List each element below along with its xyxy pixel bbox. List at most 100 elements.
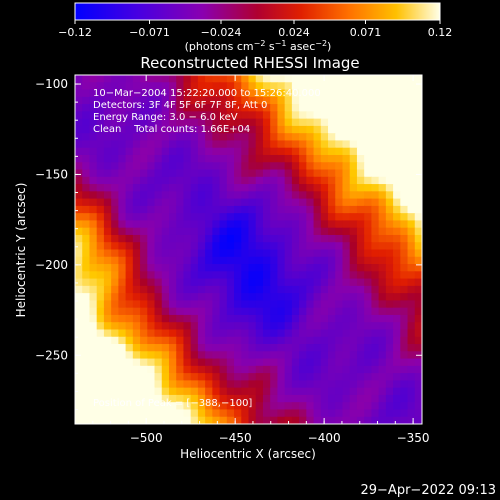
heatmap-cell	[234, 307, 242, 316]
heatmap-cell	[75, 75, 83, 83]
heatmap-cell	[168, 198, 177, 207]
heatmap-cell	[371, 300, 380, 309]
heatmap-cell	[89, 358, 98, 367]
heatmap-cell	[306, 205, 315, 214]
heatmap-cell	[161, 220, 170, 229]
heatmap-cell	[414, 213, 422, 222]
heatmap-cell	[226, 307, 235, 316]
clean-annotation: Clean Total counts: 1.66E+04	[93, 124, 250, 135]
heatmap-cell	[118, 351, 127, 360]
heatmap-cell	[118, 169, 127, 178]
heatmap-cell	[407, 242, 416, 251]
heatmap-cell	[378, 118, 387, 127]
heatmap-cell	[147, 227, 156, 236]
heatmap-cell	[161, 140, 170, 149]
heatmap-cell	[248, 380, 257, 389]
heatmap-cell	[393, 365, 401, 374]
heatmap-cell	[147, 111, 156, 120]
heatmap-cell	[320, 351, 329, 360]
heatmap-cell	[197, 365, 206, 374]
heatmap-cell	[176, 104, 185, 112]
heatmap-cell	[219, 154, 228, 163]
heatmap-cell	[89, 365, 98, 374]
heatmap-cell	[125, 336, 134, 345]
colorbar-unit-label: (photons cm−2 s−1 asec−2)	[185, 39, 332, 53]
heatmap-cell	[118, 191, 127, 200]
heatmap-cell	[219, 147, 228, 156]
heatmap-cell	[176, 300, 185, 309]
heatmap-cell	[190, 314, 199, 323]
heatmap-cell	[284, 111, 293, 120]
heatmap-cell	[234, 264, 242, 272]
heatmap-cell	[176, 220, 185, 229]
heatmap-cell	[205, 264, 213, 272]
heatmap-cell	[161, 314, 170, 323]
heatmap-cell	[154, 307, 163, 316]
heatmap-cell	[140, 162, 148, 171]
heatmap-cell	[118, 89, 127, 98]
heatmap-cell	[378, 394, 387, 403]
heatmap-cell	[262, 169, 271, 178]
heatmap-cell	[306, 176, 315, 185]
heatmap-cell	[197, 104, 206, 112]
heatmap-cell	[364, 82, 372, 91]
heatmap-cell	[183, 416, 192, 424]
heatmap-cell	[371, 154, 380, 163]
heatmap-cell	[335, 82, 344, 91]
heatmap-cell	[356, 213, 365, 222]
heatmap-cell	[197, 147, 206, 156]
heatmap-cell	[356, 278, 365, 287]
heatmap-cell	[378, 169, 387, 178]
heatmap-cell	[132, 147, 141, 156]
heatmap-cell	[103, 162, 112, 171]
heatmap-cell	[248, 75, 257, 83]
heatmap-cell	[277, 169, 286, 178]
heatmap-cell	[234, 358, 242, 367]
heatmap-cell	[313, 380, 322, 389]
heatmap-cell	[125, 344, 134, 352]
heatmap-cell	[262, 264, 271, 272]
heatmap-cell	[284, 351, 293, 360]
heatmap-cell	[313, 358, 322, 367]
heatmap-cell	[277, 344, 286, 352]
heatmap-cell	[197, 409, 206, 418]
heatmap-cell	[190, 416, 199, 424]
heatmap-cell	[407, 104, 416, 112]
heatmap-cell	[212, 336, 221, 345]
heatmap-cell	[400, 344, 409, 352]
heatmap-cell	[378, 373, 387, 381]
heatmap-cell	[414, 329, 422, 338]
heatmap-cell	[335, 329, 344, 338]
heatmap-cell	[125, 162, 134, 171]
heatmap-cell	[89, 125, 98, 134]
heatmap-cell	[262, 198, 271, 207]
heatmap-cell	[342, 285, 351, 294]
heatmap-cell	[385, 409, 394, 418]
heatmap-cell	[335, 271, 344, 280]
heatmap-cell	[118, 365, 127, 374]
heatmap-cell	[205, 402, 213, 411]
heatmap-cell	[118, 409, 127, 418]
heatmap-cell	[364, 271, 372, 280]
heatmap-cell	[335, 249, 344, 258]
heatmap-cell	[335, 104, 344, 112]
heatmap-cell	[161, 307, 170, 316]
heatmap-cell	[306, 82, 315, 91]
heatmap-cell	[255, 402, 264, 411]
heatmap-cell	[255, 191, 264, 200]
x-tick-label: −450	[219, 431, 252, 445]
heatmap-cell	[328, 234, 336, 243]
heatmap-cell	[89, 336, 98, 345]
heatmap-cell	[342, 198, 351, 207]
heatmap-cell	[132, 336, 141, 345]
heatmap-cell	[125, 198, 134, 207]
heatmap-cell	[270, 358, 279, 367]
heatmap-cell	[262, 82, 271, 91]
heatmap-cell	[385, 336, 394, 345]
heatmap-cell	[140, 402, 148, 411]
heatmap-cell	[125, 358, 134, 367]
heatmap-cell	[234, 293, 242, 301]
heatmap-cell	[342, 220, 351, 229]
heatmap-cell	[378, 205, 387, 214]
heatmap-cell	[320, 227, 329, 236]
